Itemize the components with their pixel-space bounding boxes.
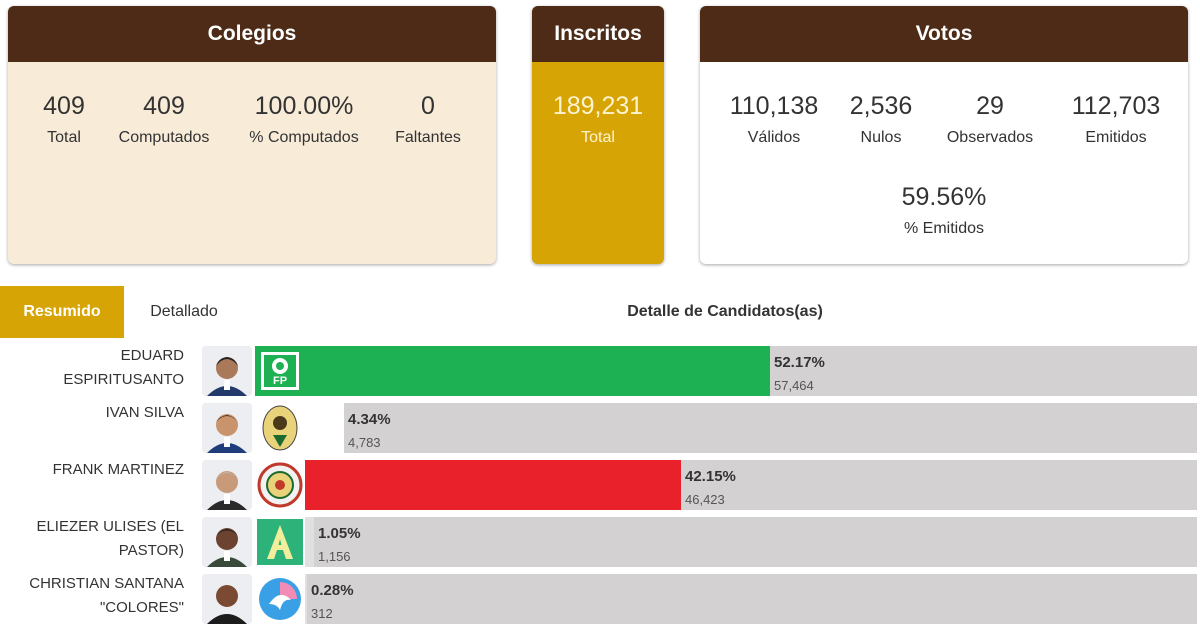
tab-resumido[interactable]: Resumido — [0, 286, 124, 338]
stat-value: 0 — [421, 92, 435, 120]
fp-party-logo-icon: FP — [255, 346, 305, 396]
vote-bar-fill — [305, 403, 344, 453]
candidates-section-title: Detalle de Candidatos(as) — [627, 303, 823, 320]
colegios-stats: 409 Total 409 Computados 100.00% % Compu… — [8, 64, 496, 264]
vote-bar-track: 1.05% 1,156 — [305, 517, 1197, 567]
stat-value: 100.00% — [254, 92, 354, 120]
stat-label: Nulos — [860, 129, 902, 146]
stat-label: % Computados — [249, 129, 359, 146]
colegios-pct-computados-stat: 100.00% % Computados — [236, 91, 372, 147]
candidate-row[interactable]: IVAN SILVA 4.34% 4,783 — [0, 399, 1200, 455]
vote-bar-fill — [305, 574, 307, 624]
candidate-photo — [202, 403, 252, 453]
stat-label: Emitidos — [1085, 129, 1147, 146]
vote-bar-track: 4.34% 4,783 — [305, 403, 1197, 453]
candidate-row[interactable]: ELIEZER ULISES (EL PASTOR) 1.05% 1,156 — [0, 513, 1200, 569]
vote-bar-track: 42.15% 46,423 — [305, 460, 1197, 510]
tab-detallado[interactable]: Detallado — [150, 303, 218, 320]
vote-percentage: 4.34% — [348, 411, 391, 428]
vote-percentage: 42.15% — [685, 468, 736, 485]
votos-stats: 110,138 Válidos 2,536 Nulos 29 Observado… — [700, 64, 1188, 264]
svg-text:FP: FP — [273, 375, 287, 387]
candidate-row[interactable]: EDUARD ESPIRITUSANTO FP 52.17% 57,464 — [0, 342, 1200, 398]
votos-card: Votos 110,138 Válidos 2,536 Nulos 29 Obs… — [700, 6, 1188, 264]
candidate-photo — [202, 517, 252, 567]
colegios-computados-stat: 409 Computados — [106, 91, 222, 147]
candidate-photo — [202, 574, 252, 624]
votos-observados-stat: 29 Observados — [936, 91, 1044, 147]
inscritos-total-stat: 189,231 Total — [532, 91, 664, 147]
stat-label: Computados — [118, 129, 210, 146]
votos-title: Votos — [700, 6, 1188, 62]
vote-count: 312 — [311, 606, 333, 621]
candidate-name: CHRISTIAN SANTANA "COLORES" — [29, 575, 184, 616]
inscritos-card: Inscritos 189,231 Total — [532, 6, 664, 264]
votos-emitidos-stat: 112,703 Emitidos — [1058, 91, 1174, 147]
vote-bar-track: 52.17% 57,464 — [305, 346, 1197, 396]
vote-bar-track: 0.28% 312 — [305, 574, 1197, 624]
candidate-name: FRANK MARTINEZ — [52, 461, 184, 478]
vote-count: 57,464 — [774, 378, 814, 393]
vote-percentage: 0.28% — [311, 582, 354, 599]
stat-value: 409 — [43, 92, 85, 120]
vote-bar-fill — [305, 460, 681, 510]
stat-label: Total — [581, 129, 615, 146]
vote-percentage: 1.05% — [318, 525, 361, 542]
colegios-card: Colegios 409 Total 409 Computados 100.00… — [8, 6, 496, 264]
eagle-party-logo-icon — [255, 403, 305, 453]
candidate-row[interactable]: CHRISTIAN SANTANA "COLORES" 0.28% 312 — [0, 570, 1200, 626]
stat-value: 110,138 — [729, 92, 819, 120]
vote-count: 4,783 — [348, 435, 381, 450]
stat-label: Total — [47, 129, 81, 146]
vote-count: 46,423 — [685, 492, 725, 507]
vote-count: 1,156 — [318, 549, 351, 564]
stat-value: 2,536 — [849, 92, 913, 120]
colegios-title: Colegios — [8, 6, 496, 62]
stat-value: 409 — [143, 92, 185, 120]
stat-value: 29 — [976, 92, 1004, 120]
votos-pct-emitidos-stat: 59.56% % Emitidos — [864, 182, 1024, 238]
candidate-row[interactable]: FRANK MARTINEZ 42.15% 46,423 — [0, 456, 1200, 512]
stat-value: 112,703 — [1071, 92, 1161, 120]
candidate-photo — [202, 460, 252, 510]
colegios-faltantes-stat: 0 Faltantes — [386, 91, 470, 147]
results-tabbar: Resumido Detallado Detalle de Candidatos… — [0, 286, 1200, 338]
votos-validos-stat: 110,138 Válidos — [714, 91, 834, 147]
colegios-total-stat: 409 Total — [26, 91, 102, 147]
stat-label: Faltantes — [395, 129, 461, 146]
candidate-photo — [202, 346, 252, 396]
stat-value: 59.56% — [901, 183, 987, 211]
seal-party-logo-icon — [255, 460, 305, 510]
votos-nulos-stat: 2,536 Nulos — [840, 91, 922, 147]
vote-bar-fill — [305, 346, 770, 396]
vote-bar-fill — [305, 517, 314, 567]
stat-value: 189,231 — [552, 92, 644, 120]
vote-percentage: 52.17% — [774, 354, 825, 371]
circle-bird-party-logo-icon — [255, 574, 305, 624]
stat-label: % Emitidos — [903, 220, 985, 237]
letter-a-party-logo-icon — [255, 517, 305, 567]
candidate-name: ELIEZER ULISES (EL PASTOR) — [36, 518, 184, 559]
candidate-name: EDUARD ESPIRITUSANTO — [63, 347, 184, 388]
inscritos-title: Inscritos — [532, 6, 664, 62]
candidate-name: IVAN SILVA — [105, 404, 184, 421]
stat-label: Válidos — [747, 129, 801, 146]
stat-label: Observados — [946, 129, 1034, 146]
